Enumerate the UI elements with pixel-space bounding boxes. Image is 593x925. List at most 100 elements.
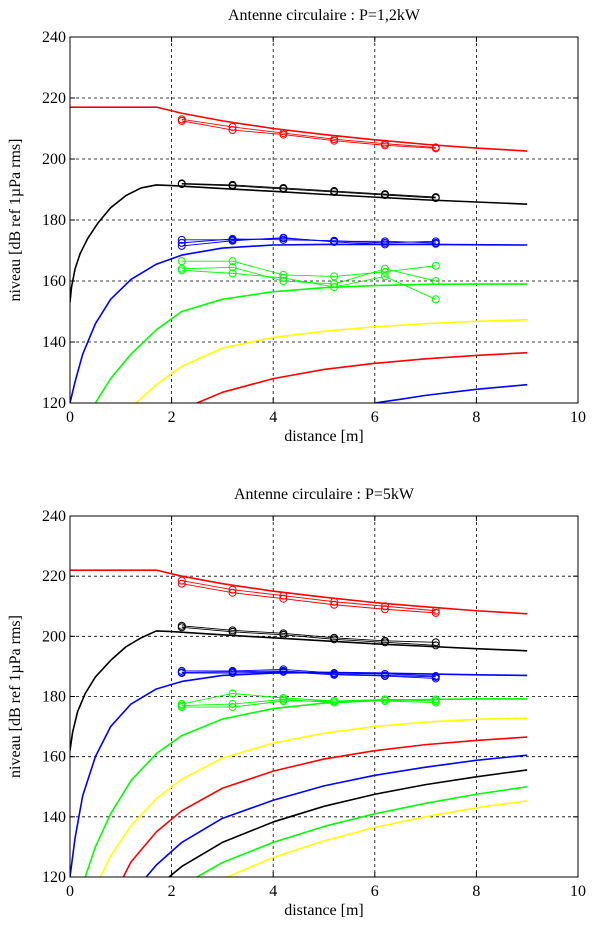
data-point bbox=[330, 600, 339, 609]
y-tick-label: 180 bbox=[42, 212, 66, 229]
series-line bbox=[168, 769, 528, 877]
data-point bbox=[330, 283, 339, 292]
data-point bbox=[228, 588, 237, 597]
data-point bbox=[228, 257, 237, 266]
data-point bbox=[279, 630, 288, 639]
x-tick-label: 8 bbox=[472, 409, 480, 426]
data-point bbox=[279, 594, 288, 603]
data-point bbox=[431, 277, 440, 285]
y-tick-label: 140 bbox=[42, 334, 66, 351]
data-point bbox=[380, 697, 389, 706]
data-point bbox=[380, 605, 389, 614]
y-tick-label: 120 bbox=[42, 395, 66, 412]
series-group bbox=[70, 106, 528, 403]
series-measure-line bbox=[181, 670, 436, 678]
y-tick-label: 200 bbox=[42, 151, 66, 168]
series-measure-line bbox=[181, 700, 436, 708]
data-point bbox=[177, 180, 186, 189]
data-point bbox=[431, 239, 440, 248]
data-point bbox=[431, 698, 440, 707]
y-axis-label: niveau [dB ref 1µPa rms] bbox=[7, 615, 24, 778]
data-point bbox=[431, 295, 440, 304]
data-point bbox=[177, 235, 186, 244]
series-measure-line bbox=[181, 625, 436, 643]
data-point bbox=[177, 115, 186, 124]
series-line bbox=[70, 106, 528, 152]
series-line bbox=[70, 243, 528, 403]
series-line bbox=[374, 383, 528, 403]
data-point bbox=[380, 264, 389, 273]
data-point bbox=[431, 641, 440, 650]
y-tick-label: 120 bbox=[42, 869, 66, 886]
y-tick-label: 240 bbox=[42, 29, 66, 46]
y-tick-label: 160 bbox=[42, 273, 66, 290]
data-point bbox=[380, 240, 389, 249]
chart-title: Antenne circulaire : P=1,2kW bbox=[228, 7, 421, 24]
data-point bbox=[228, 627, 237, 636]
data-point bbox=[177, 623, 186, 632]
data-point bbox=[228, 669, 237, 678]
y-tick-label: 140 bbox=[42, 809, 66, 826]
data-point bbox=[431, 143, 440, 152]
x-tick-label: 0 bbox=[66, 409, 74, 426]
series-measure-line bbox=[181, 237, 436, 247]
data-point bbox=[279, 667, 288, 676]
data-point bbox=[228, 700, 237, 709]
x-tick-label: 2 bbox=[168, 409, 176, 426]
data-point bbox=[177, 241, 186, 250]
x-tick-label: 2 bbox=[168, 883, 176, 900]
data-point bbox=[228, 181, 237, 190]
data-point bbox=[177, 579, 186, 588]
data-point bbox=[228, 269, 237, 278]
series-line bbox=[196, 785, 528, 877]
series-measure-line bbox=[181, 238, 436, 244]
x-tick-label: 4 bbox=[269, 883, 277, 900]
data-point bbox=[431, 606, 440, 615]
x-tick-label: 0 bbox=[66, 883, 74, 900]
data-point bbox=[279, 273, 288, 282]
data-point bbox=[330, 635, 339, 644]
y-tick-label: 220 bbox=[42, 568, 66, 585]
chart-panel-1: 0 2 4 6 8 10 120 140 160 180 200 220 240 Antenne circ… bbox=[7, 7, 586, 445]
series-line bbox=[70, 569, 528, 615]
x-axis-label: distance [m] bbox=[284, 428, 364, 445]
data-point bbox=[228, 263, 237, 272]
data-point bbox=[330, 272, 339, 281]
data-point bbox=[431, 695, 440, 704]
data-point bbox=[279, 591, 288, 600]
data-point bbox=[380, 638, 389, 647]
chart-title: Antenne circulaire : P=5kW bbox=[234, 486, 415, 503]
data-point bbox=[228, 689, 237, 698]
y-tick-label: 240 bbox=[42, 508, 66, 525]
data-point bbox=[228, 703, 237, 712]
series-measure-line bbox=[181, 626, 436, 646]
data-point bbox=[380, 272, 389, 281]
data-point bbox=[177, 266, 186, 275]
data-point bbox=[177, 257, 186, 266]
data-point bbox=[330, 597, 339, 606]
y-tick-label: 200 bbox=[42, 628, 66, 645]
series-line bbox=[227, 800, 528, 877]
x-tick-label: 10 bbox=[570, 409, 586, 426]
series-line bbox=[70, 630, 528, 751]
y-tick-label: 220 bbox=[42, 90, 66, 107]
data-point bbox=[431, 261, 440, 270]
x-tick-label: 4 bbox=[269, 409, 277, 426]
data-point bbox=[279, 184, 288, 193]
y-tick-label: 180 bbox=[42, 689, 66, 706]
series-measure-line bbox=[181, 583, 436, 614]
series-measure-line bbox=[181, 269, 436, 300]
series-line bbox=[135, 318, 528, 403]
data-point bbox=[330, 237, 339, 246]
data-point bbox=[279, 235, 288, 244]
series-line bbox=[196, 351, 528, 403]
series-measure-line bbox=[181, 118, 436, 148]
y-axis-label: niveau [dB ref 1µPa rms] bbox=[7, 139, 24, 302]
x-tick-label: 6 bbox=[371, 883, 379, 900]
y-tick-label: 160 bbox=[42, 749, 66, 766]
series-measure-line bbox=[181, 183, 436, 199]
series-group bbox=[70, 569, 528, 877]
data-point bbox=[431, 194, 440, 203]
data-point bbox=[279, 233, 288, 242]
